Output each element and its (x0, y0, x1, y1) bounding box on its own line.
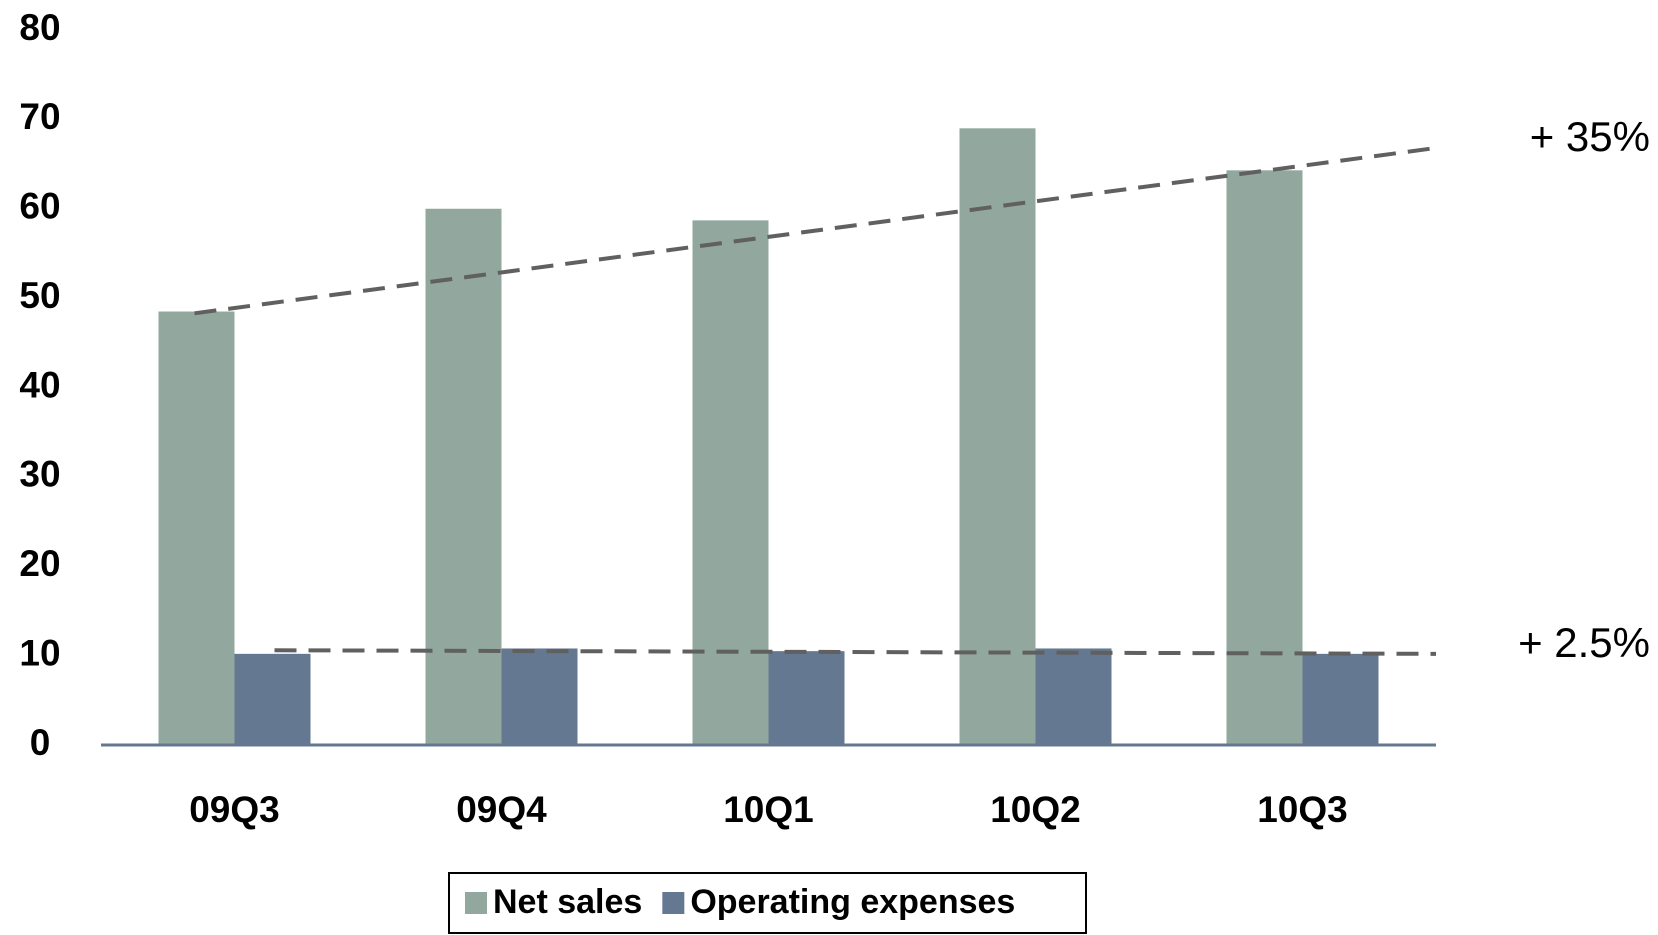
trend-label: + 2.5% (1518, 619, 1650, 666)
bar (158, 311, 235, 745)
x-tick-label: 10Q2 (990, 789, 1081, 830)
bar (234, 653, 311, 745)
bar (692, 220, 769, 745)
y-tick-label: 40 (19, 364, 60, 405)
x-tick-label: 09Q3 (189, 789, 280, 830)
y-tick-label: 50 (19, 275, 60, 316)
y-tick-label: 20 (19, 543, 60, 584)
legend-swatch (465, 892, 487, 914)
bar (768, 651, 845, 745)
trend-line (274, 648, 1437, 656)
x-tick-label: 10Q1 (723, 789, 814, 830)
bar (425, 208, 502, 745)
bar (959, 128, 1036, 745)
bar (501, 648, 578, 745)
trend-line (194, 145, 1437, 316)
bar (1302, 653, 1379, 745)
y-tick-label: 30 (19, 454, 60, 495)
y-tick-label: 0 (30, 722, 51, 763)
y-tick-label: 80 (19, 7, 60, 48)
y-tick-label: 60 (19, 186, 60, 227)
x-tick-label: 09Q4 (456, 789, 547, 830)
legend-label: Net sales (493, 883, 642, 921)
bar (1226, 170, 1303, 746)
trend-label: + 35% (1530, 113, 1650, 160)
legend-box (448, 872, 1087, 934)
bar (1035, 648, 1112, 745)
x-tick-label: 10Q3 (1257, 789, 1348, 830)
y-tick-label: 10 (19, 632, 60, 673)
y-tick-label: 70 (19, 96, 60, 137)
legend-label: Operating expenses (690, 883, 1015, 921)
legend-swatch (662, 892, 685, 914)
